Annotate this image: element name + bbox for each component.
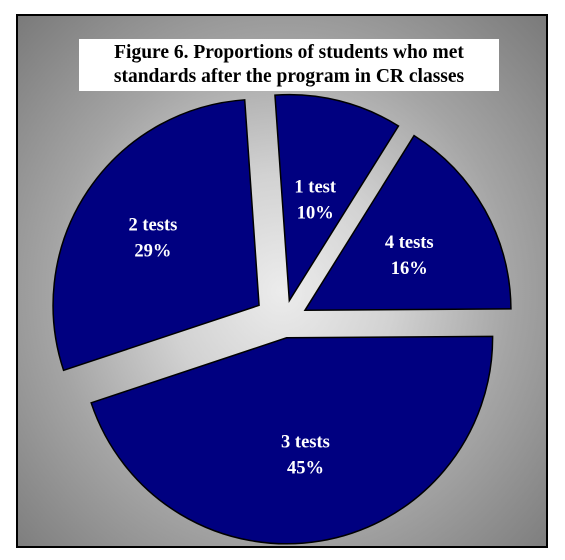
pie-slice-name: 1 test xyxy=(294,178,336,198)
pie-slice-name: 4 tests xyxy=(385,233,434,253)
pie-slice-label-1-test: 1 test 10% xyxy=(294,178,336,224)
pie-slice-percent: 10% xyxy=(297,204,334,224)
pie-slice-percent: 29% xyxy=(134,241,171,261)
pie-slice-percent: 16% xyxy=(391,259,428,279)
chart-title: Figure 6. Proportions of students who me… xyxy=(79,39,499,91)
pie-slice-name: 3 tests xyxy=(281,433,330,453)
chart-title-line-2: standards after the program in CR classe… xyxy=(113,66,465,87)
pie-slice-1-test xyxy=(274,93,400,304)
pie-slice-label-3-tests: 3 tests 45% xyxy=(281,433,330,479)
pie-slice-2-tests xyxy=(52,99,260,372)
pie-slice-name: 2 tests xyxy=(129,215,178,235)
pie-slice-label-2-tests: 2 tests 29% xyxy=(129,215,178,261)
pie-slice-4-tests xyxy=(303,134,512,312)
pie-slice-label-4-tests: 4 tests 16% xyxy=(385,233,434,279)
chart-title-line-1: Figure 6. Proportions of students who me… xyxy=(114,42,464,63)
pie-slice-percent: 45% xyxy=(287,459,324,479)
pie-chart: 1 test 10% 4 tests 16% 3 tests 45% 2 tests 29% xyxy=(52,93,512,545)
pie-slice-3-tests xyxy=(90,335,494,545)
chart-area: Figure 6. Proportions of students who me… xyxy=(16,14,548,548)
